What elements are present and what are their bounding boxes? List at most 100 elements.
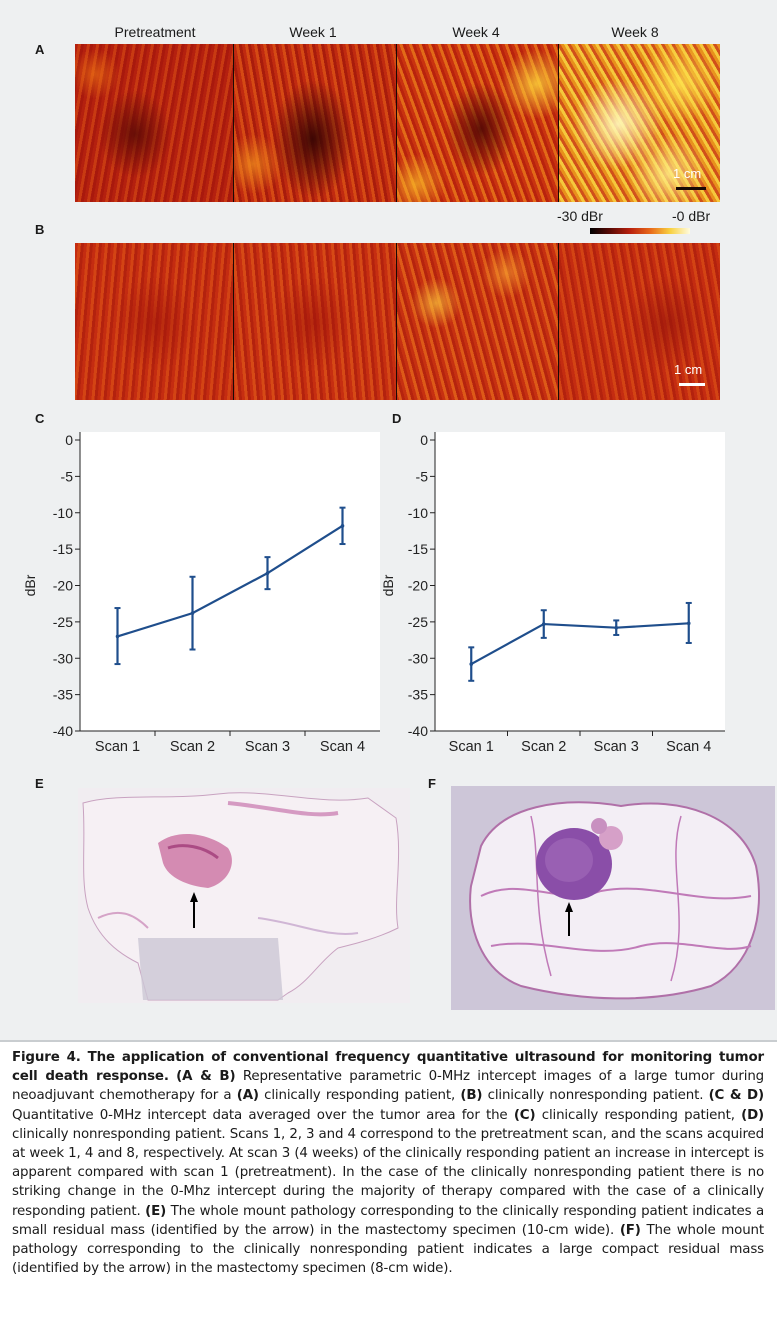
y-tick-label: -25 [53, 614, 73, 630]
figure-area: A Pretreatment Week 1 Week 4 Week 8 1 cm… [0, 0, 777, 1040]
y-axis-label: dBr [22, 574, 38, 596]
figure-caption: Figure 4. The application of conventiona… [12, 1048, 764, 1278]
data-point [115, 634, 120, 639]
x-tick-label: Scan 1 [449, 739, 494, 755]
frame-divider [233, 44, 234, 202]
data-point [340, 524, 345, 528]
data-point [686, 621, 691, 626]
scale-bar-label: 1 cm [674, 362, 703, 377]
y-tick-label: -20 [53, 578, 73, 594]
y-tick-label: -5 [416, 468, 429, 484]
pathology-image-nonresponding [451, 786, 775, 1010]
chart-c-svg: 0 -5 -10 -15 -20 -25 -30 -35 -40 Scan 1 Scan 2 Scan… [22, 432, 380, 755]
caption-title: Figure 4. The application of conventiona… [12, 1050, 764, 1085]
caption-text: Representative parametric 0-MHz intercep… [12, 1069, 765, 1104]
series-line [117, 524, 344, 638]
us-frame-week8 [558, 44, 720, 202]
series-line [470, 622, 689, 666]
caption-ref-c: (C) [513, 1107, 536, 1123]
frame-divider [558, 44, 559, 202]
y-tick-label: -10 [53, 505, 73, 521]
panel-label-e: E [35, 776, 44, 791]
caption-ref-cd: (C & D) [708, 1088, 765, 1104]
us-frame-week1 [233, 243, 396, 400]
data-point [190, 611, 195, 615]
panel-label-b: B [35, 222, 45, 237]
x-tick-label: Scan 2 [521, 739, 566, 755]
colorbar-low-label: -30 dBr [557, 208, 603, 224]
column-label-pretreatment: Pretreatment [114, 24, 196, 40]
y-tick-label: 0 [65, 432, 73, 448]
panel-label-d: D [392, 411, 402, 426]
y-tick-label: -25 [408, 614, 428, 630]
pathology-image-responding [78, 788, 410, 1003]
caption-ref-ab: (A & B) [176, 1069, 236, 1085]
ultrasound-image-nonresponding: 1 cm [75, 243, 720, 400]
scale-bar-label: 1 cm [673, 166, 702, 181]
caption-text: Quantitative 0-MHz intercept data averag… [12, 1107, 514, 1123]
y-tick-label: -40 [408, 723, 428, 739]
y-tick-label: -40 [53, 723, 73, 739]
y-tick-label: -5 [61, 468, 74, 484]
colorbar [590, 228, 690, 234]
caption-text: clinically responding patient, [258, 1088, 461, 1104]
frame-divider [396, 243, 397, 400]
frame-divider [233, 243, 234, 400]
plot-area [435, 432, 725, 731]
caption-text: clinically nonresponding patient. Scans … [12, 1126, 764, 1219]
caption-rule [0, 1040, 777, 1042]
column-label-week1: Week 1 [289, 24, 337, 40]
y-tick-label: -10 [408, 505, 428, 521]
x-tick-label: Scan 3 [245, 739, 290, 755]
panel-label-f: F [428, 776, 436, 791]
chart-nonresponding: 0 -5 -10 -15 -20 -25 -30 -35 -40 Scan 1 Scan 2 Scan… [360, 420, 755, 765]
caption-text: The whole mount pathology corresponding … [12, 1222, 764, 1277]
caption-ref-e: (E) [145, 1203, 167, 1219]
y-tick-label: -35 [408, 687, 428, 703]
pathology-drawing-e [82, 792, 400, 1001]
x-tick-label: Scan 2 [170, 739, 215, 755]
chart-d-svg: 0 -5 -10 -15 -20 -25 -30 -35 -40 Scan 1 Scan 2 Scan… [380, 432, 725, 755]
us-frame-week8 [558, 243, 720, 400]
data-point [265, 571, 270, 575]
us-frame-pretreatment [75, 44, 233, 202]
caption-ref-f: (F) [619, 1222, 641, 1238]
y-tick-label: 0 [420, 432, 428, 448]
frame-divider [558, 243, 559, 400]
data-point [614, 625, 619, 630]
caption-ref-a: (A) [236, 1088, 259, 1104]
caption-ref-b: (B) [460, 1088, 483, 1104]
x-tick-label: Scan 3 [594, 739, 639, 755]
chart-responding: 0 -5 -10 -15 -20 -25 -30 -35 -40 Scan 1 Scan 2 Scan… [0, 420, 390, 765]
plot-area [80, 432, 380, 731]
y-axis-label: dBr [380, 574, 396, 596]
scale-bar [679, 383, 705, 386]
pathology-drawing-f [469, 801, 760, 1000]
us-frame-pretreatment [75, 243, 233, 400]
panel-label-c: C [35, 411, 45, 426]
x-tick-label: Scan 4 [666, 739, 711, 755]
us-frame-week4 [396, 243, 558, 400]
y-tick-label: -15 [53, 541, 73, 557]
x-tick-label: Scan 1 [95, 739, 140, 755]
y-tick-label: -20 [408, 578, 428, 594]
caption-text: clinically responding patient, [535, 1107, 742, 1123]
y-tick-label: -15 [408, 541, 428, 557]
y-tick-label: -35 [53, 687, 73, 703]
caption-text: The whole mount pathology corresponding … [12, 1203, 765, 1238]
scale-bar [676, 187, 706, 190]
us-frame-week4 [396, 44, 558, 202]
frame-divider [396, 44, 397, 202]
x-tick-label: Scan 4 [320, 739, 365, 755]
panel-label-a: A [35, 42, 45, 57]
ultrasound-image-responding: 1 cm [75, 44, 720, 202]
y-tick-label: -30 [408, 650, 428, 666]
colorbar-high-label: -0 dBr [672, 208, 711, 224]
data-point [469, 662, 474, 666]
data-point [541, 622, 546, 626]
caption-ref-d: (D) [741, 1107, 764, 1123]
us-frame-week1 [233, 44, 396, 202]
caption-text: clinically nonresponding patient. [482, 1088, 709, 1104]
column-label-week8: Week 8 [611, 24, 659, 40]
column-label-week4: Week 4 [452, 24, 500, 40]
